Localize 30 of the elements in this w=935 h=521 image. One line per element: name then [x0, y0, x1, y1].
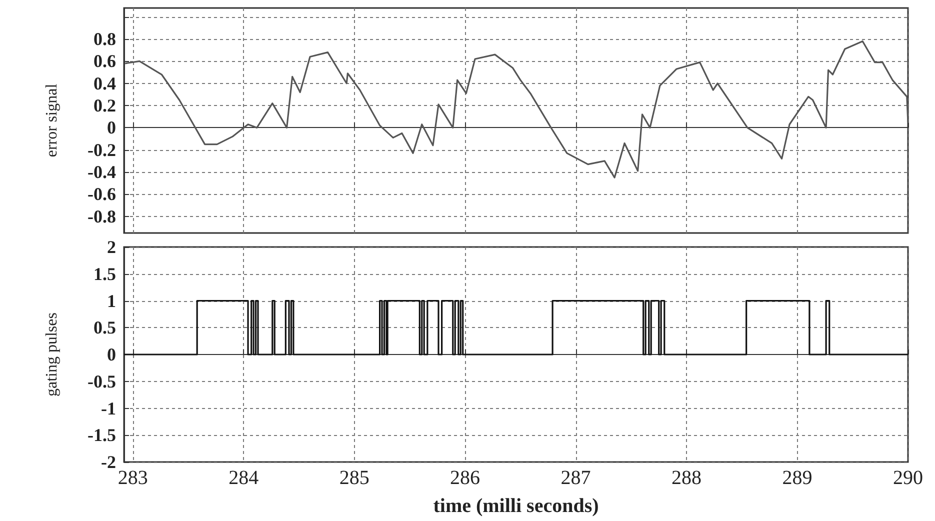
y-tick-label: -0.8: [88, 206, 116, 226]
y-tick-label: 0.6: [94, 51, 116, 72]
y-tick-label: -2: [101, 452, 116, 472]
line-series: [124, 40, 909, 178]
y-axis-title: error signal: [44, 83, 60, 158]
y-tick-label: 2: [107, 237, 116, 257]
y-tick-label: 0.5: [94, 318, 116, 338]
x-tick-label: 283: [118, 467, 148, 489]
y-tick-label: -0.4: [88, 162, 116, 182]
y-tick-label: -1.5: [88, 425, 116, 446]
y-tick-label: -1: [101, 398, 116, 418]
x-axis-title: time (milli seconds): [433, 495, 599, 517]
y-tick-label: 1.5: [94, 264, 116, 284]
y-tick-label: 0.2: [94, 96, 116, 116]
y-tick-label: -0.6: [88, 184, 116, 204]
y-tick-label: 0: [107, 344, 116, 364]
x-tick-label: 284: [228, 467, 259, 489]
y-tick-label: 0: [107, 118, 116, 138]
x-tick-label: 287: [560, 467, 591, 489]
x-tick-label: 286: [450, 467, 480, 489]
y-tick-label: -0.5: [88, 371, 116, 392]
y-axis-title: gating pulses: [44, 312, 60, 396]
y-tick-label: -0.2: [88, 140, 116, 160]
x-tick-label: 290: [893, 467, 923, 489]
y-tick-label: 0.8: [94, 29, 116, 50]
y-tick-label: 1: [107, 290, 116, 311]
x-tick-label: 285: [339, 467, 370, 489]
y-tick-label: 0.4: [94, 73, 116, 94]
x-tick-label: 289: [782, 467, 812, 489]
x-tick-label: 288: [672, 467, 702, 489]
